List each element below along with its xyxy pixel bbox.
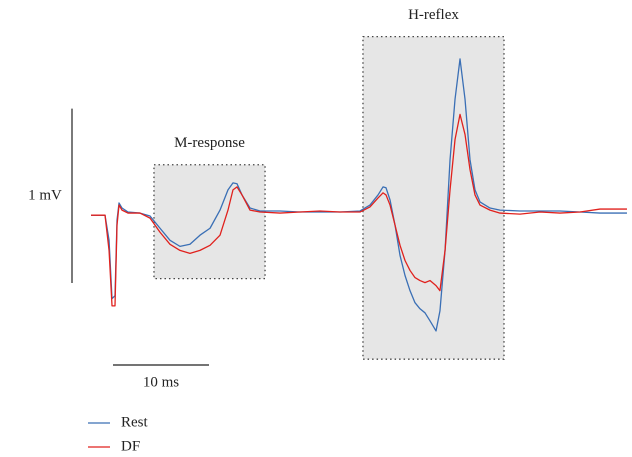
region-label: M-response bbox=[174, 135, 245, 151]
scale-label-y: 1 mV bbox=[28, 187, 62, 203]
trace-line bbox=[91, 113, 627, 307]
legend-label: DF bbox=[121, 438, 140, 454]
region-box bbox=[362, 35, 505, 360]
scale-label-x: 10 ms bbox=[143, 374, 179, 390]
trace-line bbox=[91, 58, 627, 332]
region-box bbox=[153, 164, 266, 280]
legend-label: Rest bbox=[121, 414, 149, 430]
region-label: H-reflex bbox=[408, 7, 459, 23]
